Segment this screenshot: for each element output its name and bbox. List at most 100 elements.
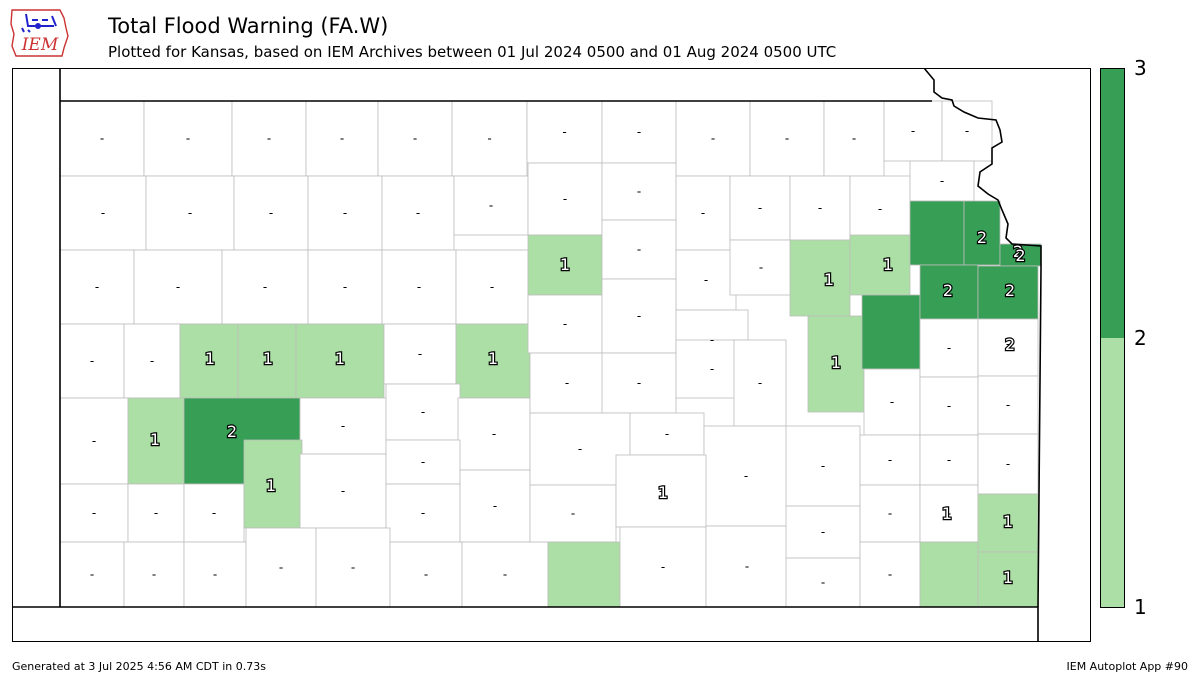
county-rice <box>529 352 605 414</box>
county-clay <box>675 175 731 251</box>
county-franklin <box>919 318 979 378</box>
missing-label-kingman: - <box>571 507 575 521</box>
county-lyon <box>807 315 865 413</box>
missing-label-doniphan: - <box>965 124 969 138</box>
missing-label-neosho: - <box>947 507 951 521</box>
missing-label-morris: - <box>710 333 714 347</box>
missing-label-wichita: - <box>150 354 154 368</box>
county-saline <box>601 278 677 354</box>
county-hamilton <box>59 397 129 485</box>
missing-label-graham: - <box>343 206 347 220</box>
missing-label-trego: - <box>343 280 347 294</box>
missing-label-marion: - <box>710 362 714 376</box>
county-trego <box>307 249 383 325</box>
county-layer <box>59 100 1042 608</box>
count-label-gray: 1 <box>266 476 276 495</box>
missing-label-ellsworth: - <box>563 317 567 331</box>
colorbar-tick-2: 2 <box>1134 326 1147 350</box>
missing-label-wallace: - <box>95 280 99 294</box>
county-johnson <box>977 265 1039 320</box>
missing-label-clark: - <box>351 561 355 575</box>
county-seward <box>183 541 247 608</box>
missing-label-brown: - <box>911 124 915 138</box>
county-stanton <box>59 483 129 543</box>
missing-label-republic: - <box>637 125 641 139</box>
county-chase <box>733 339 787 427</box>
county-wichita <box>123 323 181 399</box>
missing-label-ford: - <box>341 484 345 498</box>
county-rooks <box>381 175 455 251</box>
missing-label-chase: - <box>758 376 762 390</box>
count-label-lincoln: 1 <box>560 255 570 274</box>
county-crawford <box>977 493 1039 553</box>
count-label-douglas: 2 <box>1005 281 1015 300</box>
county-bourbon <box>977 433 1039 495</box>
county-thomas <box>145 175 235 251</box>
count-label-finney: 2 <box>227 422 237 441</box>
county-graham <box>307 175 383 251</box>
missing-label-sheridan: - <box>269 206 273 220</box>
missing-label-kiowa: - <box>421 506 425 520</box>
county-doniphan <box>941 100 993 162</box>
missing-label-norton: - <box>340 132 344 146</box>
missing-label-cheyenne: - <box>100 132 104 146</box>
count-label-johnson: 2 <box>1005 335 1015 354</box>
count-label-osage: 2 <box>943 281 953 300</box>
county-edwards <box>385 439 461 485</box>
count-label-labette: 1 <box>942 504 952 523</box>
county-douglas <box>919 264 979 320</box>
missing-label-miami: - <box>1006 337 1010 351</box>
county-harper <box>547 541 621 608</box>
count-label-ness: 1 <box>335 349 345 368</box>
missing-label-wilson: - <box>888 507 892 521</box>
county-pratt <box>459 469 531 543</box>
missing-label-mcpherson: - <box>637 376 641 390</box>
county-norton <box>305 100 379 177</box>
missing-label-thomas: - <box>188 206 192 220</box>
missing-label-coffey: - <box>890 395 894 409</box>
county-labette <box>919 541 979 608</box>
missouri-border <box>923 67 1042 608</box>
missing-label-cloud: - <box>637 185 641 199</box>
county-mitchell <box>527 162 603 236</box>
missing-label-clay: - <box>701 206 705 220</box>
county-osborne <box>453 175 529 236</box>
missing-label-seward: - <box>213 568 217 582</box>
missing-label-woodson: - <box>888 453 892 467</box>
county-pawnee <box>385 383 461 441</box>
county-anderson <box>919 376 979 436</box>
count-label-jefferson: 2 <box>977 228 987 247</box>
county-geary <box>729 239 793 296</box>
missing-label-dickinson: - <box>704 273 708 287</box>
app-label: IEM Autoplot App #90 <box>1066 660 1189 673</box>
missing-label-bourbon: - <box>1006 457 1010 471</box>
missing-label-jackson: - <box>878 202 882 216</box>
county-phillips <box>377 100 453 177</box>
colorbar-bin-2-3 <box>1100 68 1125 338</box>
missing-label-barber: - <box>503 568 507 582</box>
missing-label-harvey: - <box>665 427 669 441</box>
missing-label-chautauqua: - <box>821 576 825 590</box>
colorbar-tick-3: 3 <box>1134 56 1147 80</box>
missing-label-smith: - <box>487 132 491 146</box>
count-label-kearny: 1 <box>150 430 160 449</box>
colorbar-tick-1: 1 <box>1134 595 1147 619</box>
county-decatur <box>231 100 307 177</box>
missing-label-butler: - <box>744 469 748 483</box>
county-dickinson <box>675 249 737 311</box>
county-comanche <box>389 541 463 608</box>
missing-label-logan: - <box>176 280 180 294</box>
county-hodgeman <box>299 397 387 455</box>
missing-label-pratt: - <box>493 499 497 513</box>
county-atchison <box>909 160 975 202</box>
county-jefferson <box>909 200 965 266</box>
count-label-harper: 1 <box>658 483 668 502</box>
missing-label-gove: - <box>263 280 267 294</box>
county-kingman <box>529 484 617 543</box>
county-reno <box>529 412 631 486</box>
missing-label-comanche: - <box>424 568 428 582</box>
missing-label-jewell: - <box>562 125 566 139</box>
missing-label-pottawatomie: - <box>818 201 822 215</box>
logo-text: IEM <box>21 35 59 55</box>
count-label-wyandotte: 2 <box>1015 246 1025 265</box>
